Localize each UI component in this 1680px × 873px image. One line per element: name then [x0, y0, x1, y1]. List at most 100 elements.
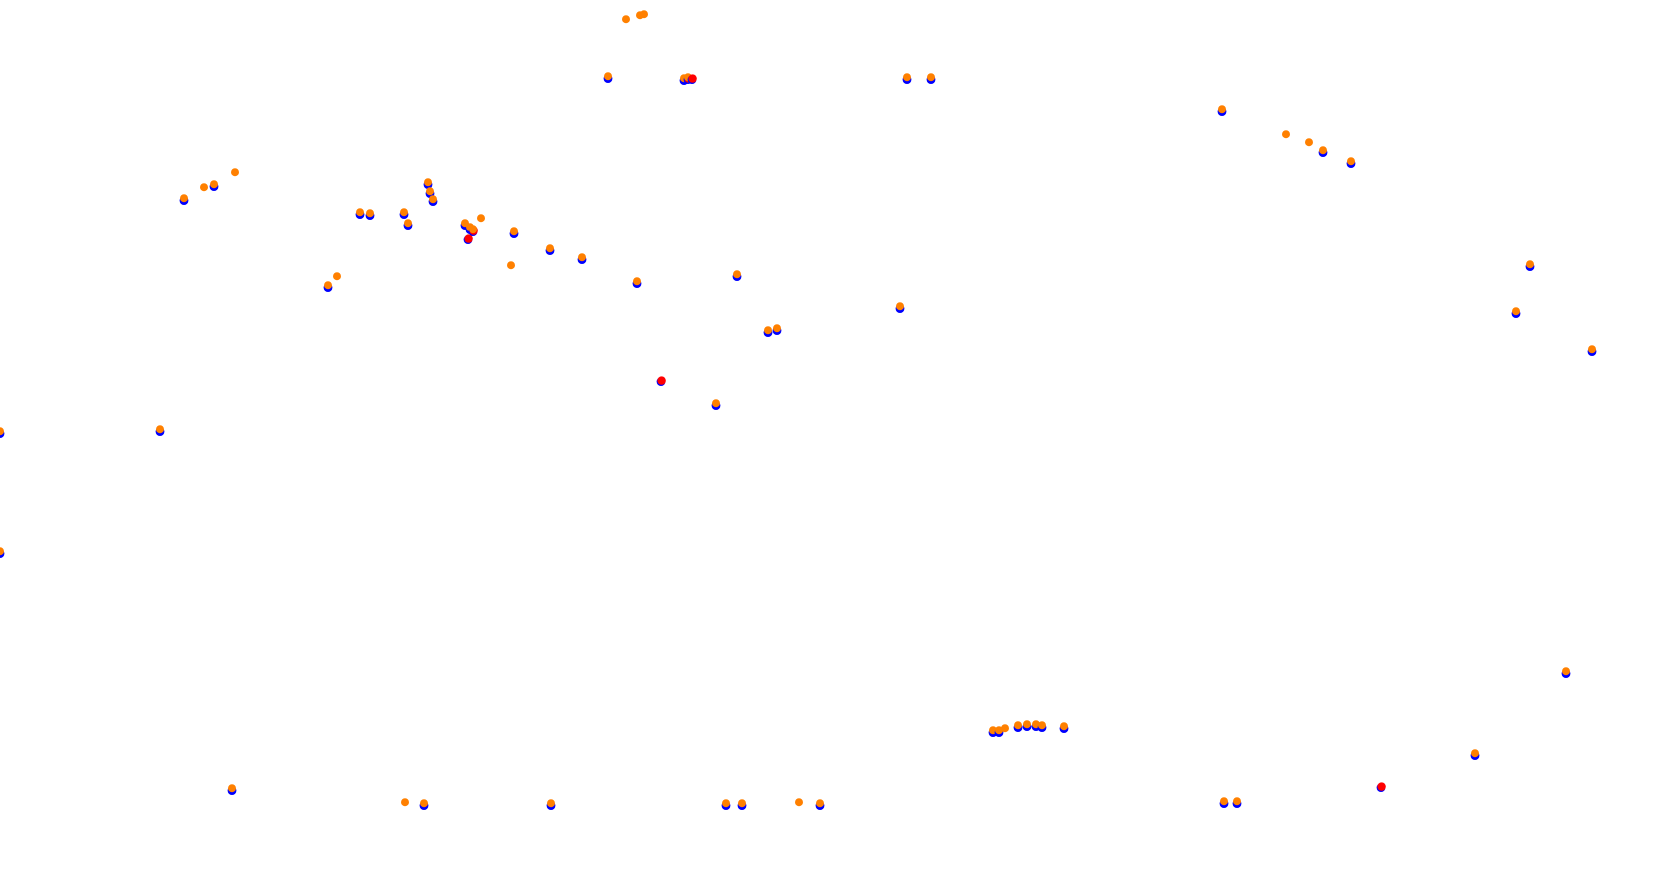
orange-marker-dot	[1347, 157, 1355, 166]
track-marker	[711, 399, 721, 410]
orange-marker-dot	[764, 326, 772, 335]
track-marker	[1001, 724, 1009, 733]
orange-marker-dot	[1588, 345, 1596, 354]
track-marker	[477, 214, 485, 223]
track-marker	[428, 195, 438, 207]
track-marker	[403, 219, 413, 231]
track-marker	[209, 180, 219, 192]
orange-marker-dot	[1233, 797, 1241, 806]
track-marker	[640, 10, 648, 19]
track-marker	[507, 261, 515, 270]
track-marker	[1219, 797, 1229, 808]
track-marker	[399, 208, 409, 220]
orange-marker-dot	[1282, 130, 1290, 139]
orange-marker-dot	[1471, 749, 1479, 758]
track-marker	[227, 784, 237, 795]
orange-marker-dot	[927, 73, 935, 82]
orange-marker-dot	[547, 799, 555, 808]
track-marker	[763, 326, 773, 337]
track-marker	[401, 798, 409, 807]
track-marker	[423, 178, 433, 190]
track-marker	[603, 72, 613, 83]
red-marker-dot	[657, 376, 666, 385]
track-marker	[323, 281, 333, 292]
track-marker	[1318, 146, 1328, 158]
orange-marker-dot	[578, 253, 586, 262]
track-marker	[721, 799, 731, 810]
track-marker	[365, 209, 375, 221]
track-marker	[622, 15, 630, 24]
track-marker	[1525, 260, 1535, 271]
orange-marker-dot	[180, 194, 188, 203]
track-marker	[1346, 157, 1356, 169]
orange-marker-dot	[210, 180, 218, 189]
track-marker	[732, 270, 742, 281]
track-marker	[656, 376, 666, 386]
track-marker	[687, 74, 697, 84]
track-marker	[795, 798, 803, 807]
orange-marker-dot	[1001, 724, 1009, 733]
orange-marker-dot	[1319, 146, 1327, 155]
track-marker	[1511, 307, 1521, 318]
orange-marker-dot	[156, 425, 164, 434]
track-marker	[1059, 722, 1069, 733]
orange-marker-dot	[712, 399, 720, 408]
track-marker	[419, 799, 429, 810]
orange-marker-dot	[477, 214, 485, 223]
orange-marker-dot	[366, 209, 374, 218]
marker-layer	[0, 10, 1597, 810]
track-marker	[463, 234, 473, 245]
orange-marker-dot	[356, 208, 364, 217]
orange-marker-dot	[469, 225, 477, 234]
track-marker	[1470, 749, 1480, 760]
track-marker	[1217, 105, 1227, 116]
track-marker	[895, 302, 905, 313]
orange-marker-dot	[231, 168, 239, 177]
orange-marker-dot	[510, 227, 518, 236]
track-marker	[509, 227, 519, 239]
red-marker-dot	[1377, 782, 1386, 791]
orange-marker-dot	[633, 277, 641, 286]
track-marker	[355, 208, 365, 220]
track-marker	[772, 324, 782, 335]
orange-marker-dot	[200, 183, 208, 192]
track-marker	[1561, 667, 1571, 678]
orange-marker-dot	[773, 324, 781, 333]
orange-marker-dot	[816, 799, 824, 808]
track-marker	[468, 225, 478, 237]
track-marker	[902, 73, 912, 84]
track-marker	[926, 73, 936, 84]
orange-marker-dot	[1014, 721, 1022, 730]
orange-marker-dot	[738, 799, 746, 808]
orange-marker-dot	[507, 261, 515, 270]
track-marker	[231, 168, 239, 177]
track-marker	[200, 183, 208, 192]
track-marker	[577, 253, 587, 264]
orange-marker-dot	[404, 219, 412, 228]
orange-marker-dot	[424, 178, 432, 187]
track-marker	[155, 425, 165, 436]
orange-marker-dot	[1038, 721, 1046, 730]
orange-marker-dot	[722, 799, 730, 808]
orange-marker-dot	[604, 72, 612, 81]
orange-marker-dot	[896, 302, 904, 311]
orange-marker-dot	[0, 427, 4, 436]
track-marker	[632, 277, 642, 288]
track-marker	[1305, 138, 1313, 147]
orange-marker-dot	[1305, 138, 1313, 147]
orange-marker-dot	[333, 272, 341, 281]
orange-marker-dot	[400, 208, 408, 217]
track-marker	[1013, 721, 1023, 732]
orange-marker-dot	[1562, 667, 1570, 676]
track-marker	[546, 799, 556, 810]
track-marker	[1282, 130, 1290, 139]
orange-marker-dot	[903, 73, 911, 82]
orange-marker-dot	[1512, 307, 1520, 316]
orange-marker-dot	[1526, 260, 1534, 269]
orange-marker-dot	[228, 784, 236, 793]
track-marker	[333, 272, 341, 281]
orange-marker-dot	[401, 798, 409, 807]
orange-marker-dot	[1218, 105, 1226, 114]
